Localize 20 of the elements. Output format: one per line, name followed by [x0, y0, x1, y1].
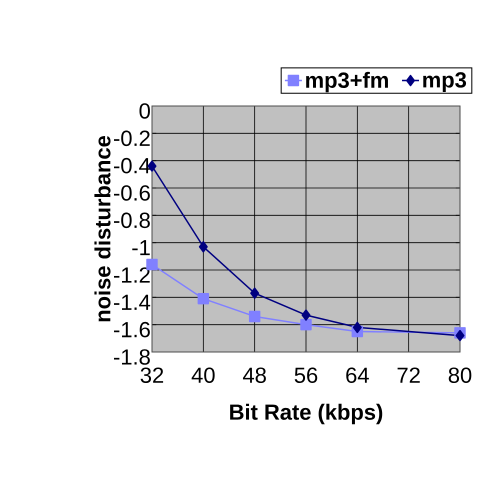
y-tick-label: -1.6	[114, 322, 150, 338]
y-tick-label: -1.4	[114, 294, 150, 310]
x-tick-label: 56	[294, 367, 318, 383]
y-tick-label: -0.8	[114, 212, 150, 228]
x-tick-label: 48	[242, 367, 266, 383]
x-tick-label: 64	[346, 367, 369, 383]
y-tick-label: 0	[139, 103, 150, 119]
x-tick-label: 32	[140, 367, 164, 383]
y-tick-label: -0.2	[114, 130, 150, 146]
y-axis-title: noise disturbance	[94, 136, 111, 322]
x-tick-label: 80	[448, 367, 472, 383]
y-tick-label: -1.8	[114, 349, 150, 365]
x-tick-label: 72	[398, 367, 420, 383]
y-tick-label: -1	[132, 240, 150, 256]
legend-label: mp3	[423, 72, 466, 92]
legend-label: mp3+fm	[306, 72, 388, 92]
y-tick-label: -0.6	[114, 185, 150, 201]
x-axis-title: Bit Rate (kbps)	[230, 404, 382, 424]
x-tick-label: 40	[192, 367, 215, 383]
y-tick-label: -1.2	[114, 267, 150, 283]
